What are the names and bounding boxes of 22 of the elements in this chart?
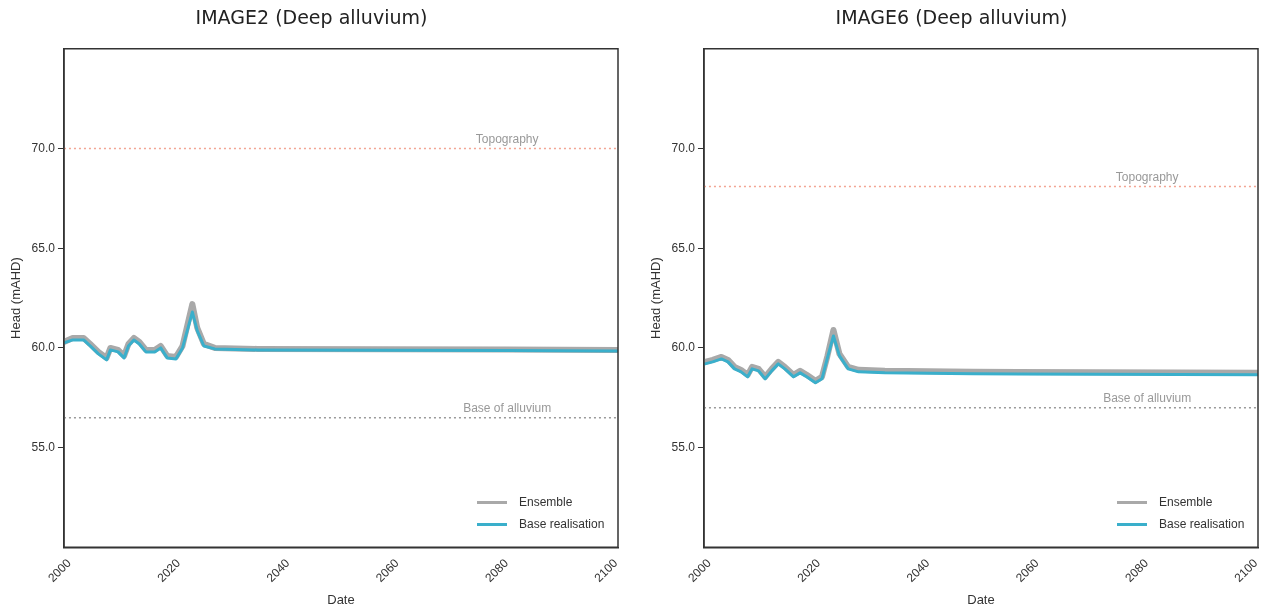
y-tick-label: 55.0	[671, 439, 696, 454]
chart-title: IMAGE6 (Deep alluvium)	[835, 6, 1068, 29]
legend-label: Ensemble	[519, 494, 573, 512]
y-tick-label: 60.0	[31, 340, 56, 355]
x-axis-title: Date	[327, 591, 355, 607]
y-tick-label: 55.0	[31, 439, 56, 454]
legend-label: Base realisation	[519, 516, 605, 534]
y-axis-title: Head (mAHD)	[8, 257, 24, 339]
y-tick-label: 70.0	[671, 140, 696, 155]
legend-label: Base realisation	[1159, 516, 1245, 534]
y-tick-label: 60.0	[671, 340, 696, 355]
y-tick-label: 65.0	[671, 240, 696, 255]
y-axis-title: Head (mAHD)	[648, 257, 664, 339]
ref-line-label: Topography	[1115, 169, 1179, 184]
ref-line-label: Base of alluvium	[1103, 391, 1192, 406]
x-axis-title: Date	[967, 591, 995, 607]
legend-label: Ensemble	[1159, 494, 1213, 512]
y-tick-label: 70.0	[31, 140, 56, 155]
ref-line-label: Topography	[475, 131, 539, 146]
chart-title: IMAGE2 (Deep alluvium)	[195, 6, 428, 29]
ref-line-label: Base of alluvium	[463, 401, 552, 416]
y-tick-label: 65.0	[31, 240, 56, 255]
